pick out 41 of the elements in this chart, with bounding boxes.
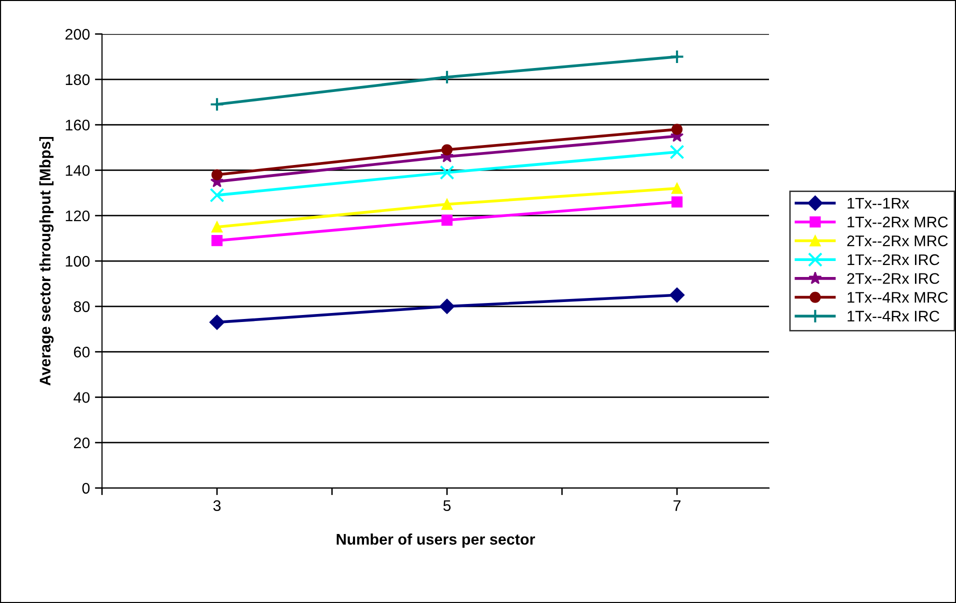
y-axis-title: Average sector throughput [Mbps] (39, 136, 54, 386)
point (669, 287, 685, 303)
legend-label: 1Tx--1Rx (848, 198, 910, 208)
point (441, 198, 453, 210)
y-tick-label: 160 (66, 120, 90, 130)
legend-label: 1Tx--2Rx MRC (848, 216, 948, 228)
y-tick-label: 0 (82, 482, 90, 494)
legend-label: 1Tx--4Rx MRC (848, 292, 948, 303)
point (211, 169, 223, 180)
x-tick-label: 7 (674, 500, 680, 511)
point (440, 165, 454, 180)
y-tick-label: 20 (74, 437, 90, 448)
point (441, 144, 453, 156)
legend-label: 2Tx--2Rx IRC (847, 273, 940, 284)
point (211, 235, 223, 246)
x-axis-title: Number of users per sector (336, 534, 536, 548)
legend-label: 2Tx--2Rx MRC (847, 235, 948, 246)
point (441, 214, 453, 226)
y-tick-label: 80 (74, 301, 90, 312)
point (211, 221, 223, 233)
legend-label: 1Tx--2Rx IRC (848, 254, 940, 266)
y-tick-label: 180 (66, 74, 90, 86)
point (210, 97, 224, 112)
point (210, 188, 224, 202)
point (671, 124, 683, 135)
y-tick-label: 100 (66, 256, 90, 267)
y-tick-label: 40 (74, 392, 90, 403)
x-tick-label: 5 (443, 500, 451, 512)
point (670, 49, 684, 64)
y-tick-label: 140 (66, 165, 90, 176)
point (440, 70, 454, 84)
point (209, 314, 225, 330)
legend-label: 1Tx--4Rx IRC (848, 310, 940, 322)
point (670, 144, 684, 160)
point (439, 298, 455, 314)
x-tick-label: 3 (213, 500, 221, 512)
point (671, 182, 683, 194)
point (671, 196, 683, 208)
y-tick-label: 200 (65, 28, 90, 40)
y-tick-label: 60 (74, 346, 90, 358)
y-tick-label: 120 (66, 210, 90, 222)
